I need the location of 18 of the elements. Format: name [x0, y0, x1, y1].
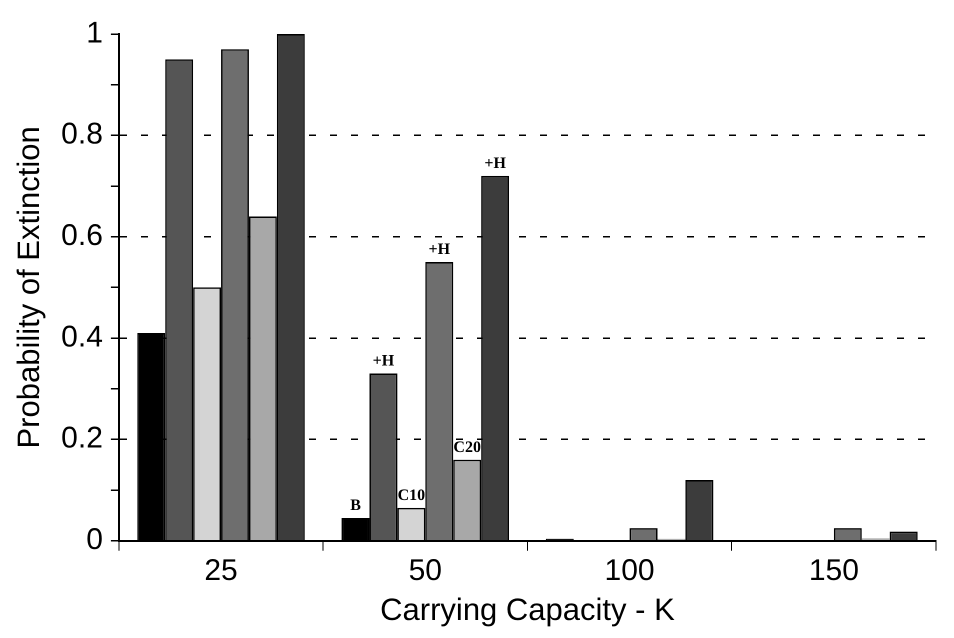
series-label: B [350, 497, 362, 514]
x-axis-title: Carrying Capacity - K [380, 592, 676, 627]
y-tick-label: 1 [86, 16, 103, 50]
y-axis-title: Probability of Extinction [11, 126, 46, 449]
x-tick-label: 100 [604, 554, 655, 588]
series-label: +H [428, 241, 451, 258]
y-tick-label: 0.2 [61, 422, 103, 455]
series-label: C20 [453, 438, 481, 456]
x-tick-label: 150 [808, 554, 859, 588]
y-tick-label: 0.4 [61, 320, 103, 354]
x-tick-label: 25 [204, 554, 238, 588]
y-tick-label: 0.8 [61, 118, 103, 151]
y-tick-label: 0 [86, 523, 103, 556]
x-tick-label: 50 [408, 554, 442, 588]
y-tick-label: 0.6 [61, 218, 103, 252]
series-label: +H [484, 155, 506, 172]
series-label: C10 [398, 487, 426, 504]
series-label: +H [372, 352, 395, 370]
